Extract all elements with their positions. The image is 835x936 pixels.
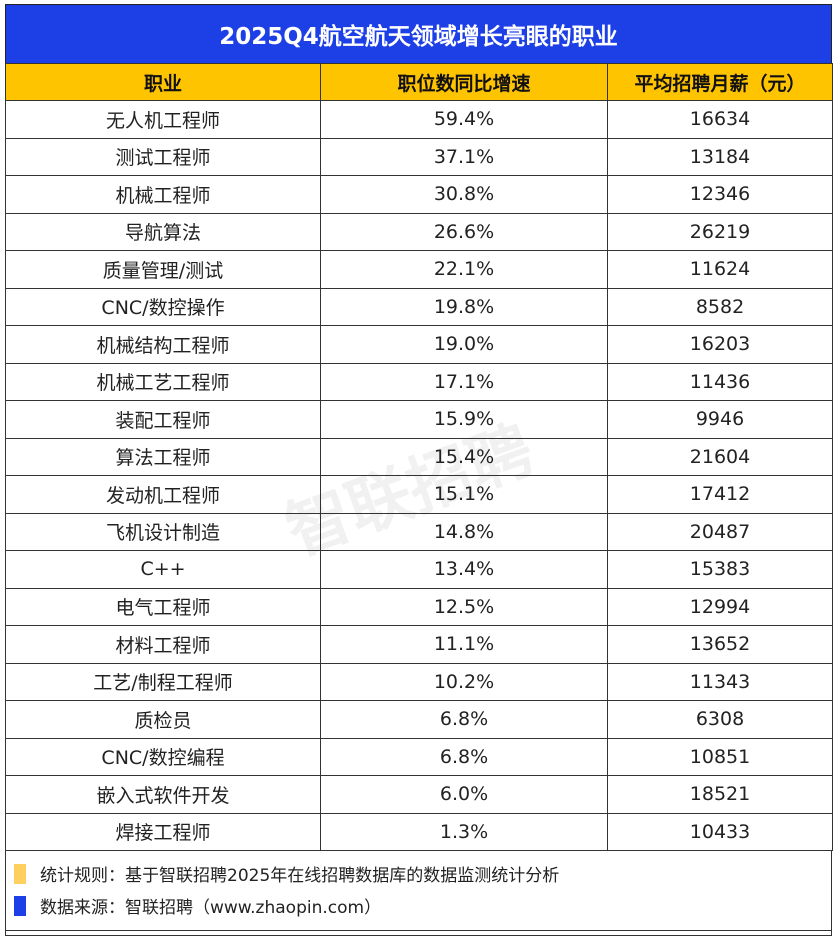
occupation-cell: 导航算法 (5, 212, 321, 251)
salary-cell: 13184 (607, 137, 833, 176)
salary-cell: 12346 (607, 175, 833, 214)
table-row: 装配工程师 15.9% 9946 (5, 400, 833, 439)
growth-cell: 6.8% (320, 737, 608, 776)
table-row: 质检员 6.8% 6308 (5, 700, 833, 739)
table-row: 工艺/制程工程师 10.2% 11343 (5, 662, 833, 701)
blue-square-icon (14, 895, 26, 916)
growth-cell: 15.1% (320, 475, 608, 514)
table-row: 材料工程师 11.1% 13652 (5, 625, 833, 664)
salary-cell: 8582 (607, 287, 833, 326)
occupation-cell: CNC/数控编程 (5, 737, 321, 776)
occupation-cell: 机械工程师 (5, 175, 321, 214)
growth-cell: 15.9% (320, 400, 608, 439)
table-card: 2025Q4航空航天领域增长亮眼的职业 职业 职位数同比增速 平均招聘月薪（元） 无… (5, 4, 833, 936)
salary-cell: 13652 (607, 625, 833, 664)
table-row: 机械工程师 30.8% 12346 (5, 175, 833, 214)
salary-cell: 9946 (607, 400, 833, 439)
occupation-cell: 机械工艺工程师 (5, 362, 321, 401)
growth-cell: 15.4% (320, 437, 608, 476)
salary-cell: 6308 (607, 700, 833, 739)
salary-cell: 15383 (607, 550, 833, 589)
column-header: 职位数同比增速 (320, 63, 608, 101)
table-row: 导航算法 26.6% 26219 (5, 212, 833, 251)
table-row: 机械结构工程师 19.0% 16203 (5, 325, 833, 364)
growth-cell: 13.4% (320, 550, 608, 589)
column-header: 职业 (5, 63, 321, 101)
table-row: C++ 13.4% 15383 (5, 550, 833, 589)
table-row: CNC/数控操作 19.8% 8582 (5, 287, 833, 326)
occupation-cell: 焊接工程师 (5, 812, 321, 851)
growth-cell: 59.4% (320, 100, 608, 139)
table-row: 发动机工程师 15.1% 17412 (5, 475, 833, 514)
footer: 统计规则：基于智联招聘2025年在线招聘数据库的数据监测统计分析 数据来源：智联… (5, 851, 832, 936)
growth-cell: 17.1% (320, 362, 608, 401)
growth-cell: 10.2% (320, 662, 608, 701)
growth-cell: 19.8% (320, 287, 608, 326)
salary-cell: 10433 (607, 812, 833, 851)
table-row: 焊接工程师 1.3% 10433 (5, 812, 833, 851)
occupation-cell: 无人机工程师 (5, 100, 321, 139)
growth-cell: 19.0% (320, 325, 608, 364)
occupation-cell: 装配工程师 (5, 400, 321, 439)
source-text: 数据来源：智联招聘（www.zhaopin.com） (40, 898, 382, 918)
growth-cell: 1.3% (320, 812, 608, 851)
occupation-cell: 质量管理/测试 (5, 250, 321, 289)
salary-cell: 11436 (607, 362, 833, 401)
salary-cell: 21604 (607, 437, 833, 476)
growth-cell: 14.8% (320, 512, 608, 551)
table-row: 电气工程师 12.5% 12994 (5, 587, 833, 626)
growth-cell: 11.1% (320, 625, 608, 664)
occupation-cell: 飞机设计制造 (5, 512, 321, 551)
salary-cell: 16203 (607, 325, 833, 364)
page-title: 2025Q4航空航天领域增长亮眼的职业 (5, 4, 832, 63)
data-table: 职业 职位数同比增速 平均招聘月薪（元） 无人机工程师 59.4% 16634 测试工程师… (5, 63, 833, 851)
yellow-square-icon (14, 863, 26, 884)
table-row: 飞机设计制造 14.8% 20487 (5, 512, 833, 551)
occupation-cell: 工艺/制程工程师 (5, 662, 321, 701)
salary-cell: 12994 (607, 587, 833, 626)
table-header-row: 职业 职位数同比增速 平均招聘月薪（元） (5, 63, 833, 101)
occupation-cell: 测试工程师 (5, 137, 321, 176)
growth-cell: 22.1% (320, 250, 608, 289)
table-row: 机械工艺工程师 17.1% 11436 (5, 362, 833, 401)
occupation-cell: 材料工程师 (5, 625, 321, 664)
column-header: 平均招聘月薪（元） (607, 63, 833, 101)
growth-cell: 6.8% (320, 700, 608, 739)
salary-cell: 11624 (607, 250, 833, 289)
divider (6, 930, 831, 931)
table-row: 嵌入式软件开发 6.0% 18521 (5, 775, 833, 814)
occupation-cell: 电气工程师 (5, 587, 321, 626)
occupation-cell: 算法工程师 (5, 437, 321, 476)
table-row: 测试工程师 37.1% 13184 (5, 137, 833, 176)
occupation-cell: 质检员 (5, 700, 321, 739)
rule-text: 统计规则：基于智联招聘2025年在线招聘数据库的数据监测统计分析 (40, 866, 560, 886)
occupation-cell: 机械结构工程师 (5, 325, 321, 364)
salary-cell: 18521 (607, 775, 833, 814)
salary-cell: 26219 (607, 212, 833, 251)
growth-cell: 26.6% (320, 212, 608, 251)
salary-cell: 17412 (607, 475, 833, 514)
occupation-cell: CNC/数控操作 (5, 287, 321, 326)
table-row: CNC/数控编程 6.8% 10851 (5, 737, 833, 776)
table-row: 算法工程师 15.4% 21604 (5, 437, 833, 476)
salary-cell: 10851 (607, 737, 833, 776)
growth-cell: 6.0% (320, 775, 608, 814)
salary-cell: 20487 (607, 512, 833, 551)
table-row: 无人机工程师 59.4% 16634 (5, 100, 833, 139)
footer-source: 数据来源：智联招聘（www.zhaopin.com） (14, 893, 381, 918)
growth-cell: 30.8% (320, 175, 608, 214)
growth-cell: 12.5% (320, 587, 608, 626)
salary-cell: 16634 (607, 100, 833, 139)
salary-cell: 11343 (607, 662, 833, 701)
growth-cell: 37.1% (320, 137, 608, 176)
occupation-cell: C++ (5, 550, 321, 589)
table-row: 质量管理/测试 22.1% 11624 (5, 250, 833, 289)
occupation-cell: 嵌入式软件开发 (5, 775, 321, 814)
footer-rule: 统计规则：基于智联招聘2025年在线招聘数据库的数据监测统计分析 (14, 861, 559, 886)
occupation-cell: 发动机工程师 (5, 475, 321, 514)
